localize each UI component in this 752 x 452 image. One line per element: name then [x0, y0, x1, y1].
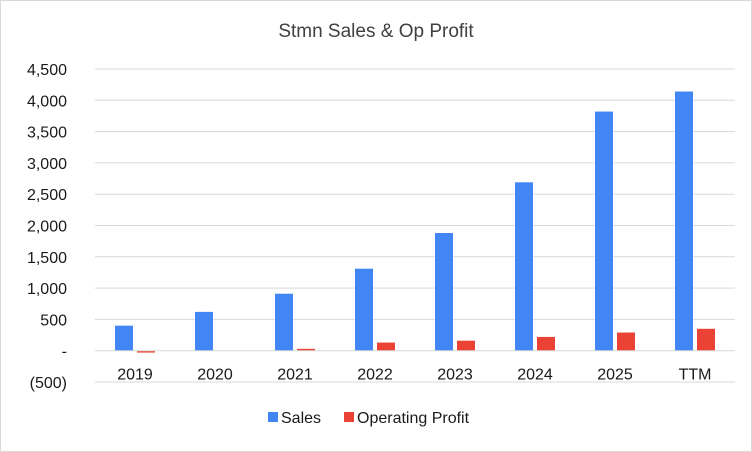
x-tick-label: 2025 — [597, 367, 633, 384]
legend: Sales Operating Profit — [268, 410, 470, 427]
bar-sales-2020 — [195, 311, 213, 351]
y-tick-label: (500) — [30, 375, 67, 392]
bar-sales-ttm — [675, 91, 693, 351]
bar-operating-profit-2025 — [617, 332, 635, 351]
x-tick-label: TTM — [679, 367, 712, 384]
bar-operating-profit-ttm — [697, 328, 715, 351]
y-tick-label: 1,000 — [27, 281, 67, 298]
bar-sales-2025 — [595, 111, 613, 351]
legend-swatch-operating-profit — [344, 412, 354, 422]
bar-sales-2019 — [115, 325, 133, 351]
bar-operating-profit-2023 — [457, 340, 475, 351]
x-tick-label: 2020 — [197, 367, 233, 384]
bar-sales-2023 — [435, 233, 453, 351]
bar-sales-2022 — [355, 268, 373, 351]
y-tick-label: 4,000 — [27, 93, 67, 110]
bars — [95, 91, 735, 353]
bar-operating-profit-2019 — [137, 350, 155, 353]
chart-title: Stmn Sales & Op Profit — [278, 21, 474, 42]
bar-sales-2024 — [515, 182, 533, 351]
bar-sales-2021 — [275, 293, 293, 351]
bar-operating-profit-2021 — [297, 348, 315, 351]
x-tick-label: 2019 — [117, 367, 153, 384]
y-tick-label: 2,000 — [27, 219, 67, 236]
y-tick-label: 3,000 — [27, 156, 67, 173]
x-tick-label: 2023 — [437, 367, 473, 384]
x-tick-label: 2024 — [517, 367, 553, 384]
x-axis-tick-labels: 2019 2020 2021 2022 2023 2024 2025 TTM — [117, 367, 711, 384]
y-tick-label: 500 — [40, 312, 67, 329]
y-tick-label: 2,500 — [27, 187, 67, 204]
legend-swatch-sales — [268, 412, 278, 422]
y-axis-tick-labels: 4,500 4,000 3,500 3,000 2,500 2,000 1,500 1,000… — [27, 62, 67, 392]
bar-operating-profit-2022 — [377, 342, 395, 351]
bar-operating-profit-2024 — [537, 336, 555, 351]
y-tick-label: - — [62, 344, 67, 361]
legend-label-sales: Sales — [281, 410, 321, 427]
x-tick-label: 2022 — [357, 367, 393, 384]
y-tick-label: 1,500 — [27, 250, 67, 267]
gridlines — [95, 68, 735, 383]
legend-label-operating-profit: Operating Profit — [357, 410, 470, 427]
y-tick-label: 3,500 — [27, 125, 67, 142]
x-tick-label: 2021 — [277, 367, 313, 384]
y-tick-label: 4,500 — [27, 62, 67, 79]
